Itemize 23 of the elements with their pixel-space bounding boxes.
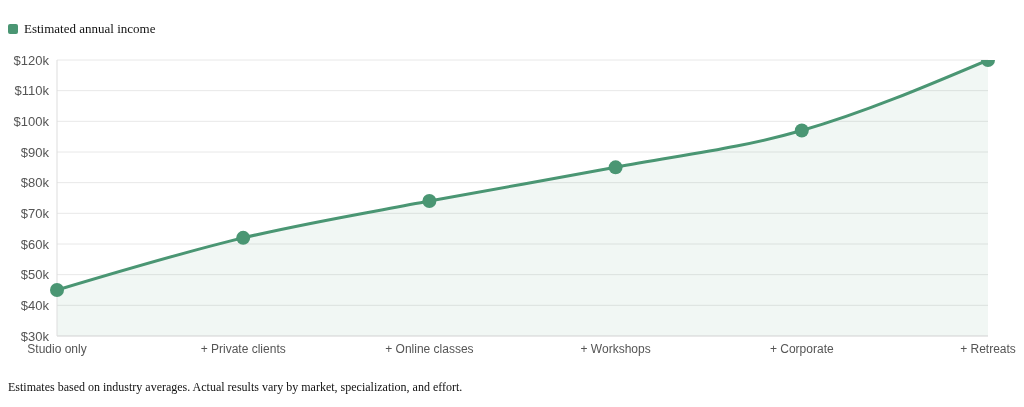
y-tick-label: $80k xyxy=(20,175,50,191)
legend-label: Estimated annual income xyxy=(24,21,156,37)
y-tick-label: $60k xyxy=(20,236,50,252)
text: Estimates based on industry averages. Actual results vary by market, specialization, and effort. xyxy=(8,380,464,395)
point xyxy=(422,194,437,209)
y-tick-label: $30k xyxy=(20,328,50,344)
x-tick-label: + Private clients xyxy=(200,341,286,356)
x-tick-label: + Retreats xyxy=(960,341,1016,356)
point xyxy=(236,230,251,245)
point xyxy=(50,283,64,297)
y-tick-label: $90k xyxy=(20,144,50,160)
point xyxy=(794,123,809,138)
x-tick-label: Studio only xyxy=(27,341,87,356)
y-tick-label: $70k xyxy=(20,205,50,221)
x-tick-label: + Online classes xyxy=(385,341,474,356)
x-tick-label: + Corporate xyxy=(769,341,834,356)
y-tick-label: $120k xyxy=(13,52,50,68)
y-tick-label: $40k xyxy=(20,297,50,313)
y-tick-label: $100k xyxy=(13,113,50,129)
y-tick-label: $50k xyxy=(20,267,50,283)
x-tick-label: + Workshops xyxy=(580,341,651,356)
point xyxy=(608,160,623,175)
y-tick-label: $110k xyxy=(14,83,50,99)
